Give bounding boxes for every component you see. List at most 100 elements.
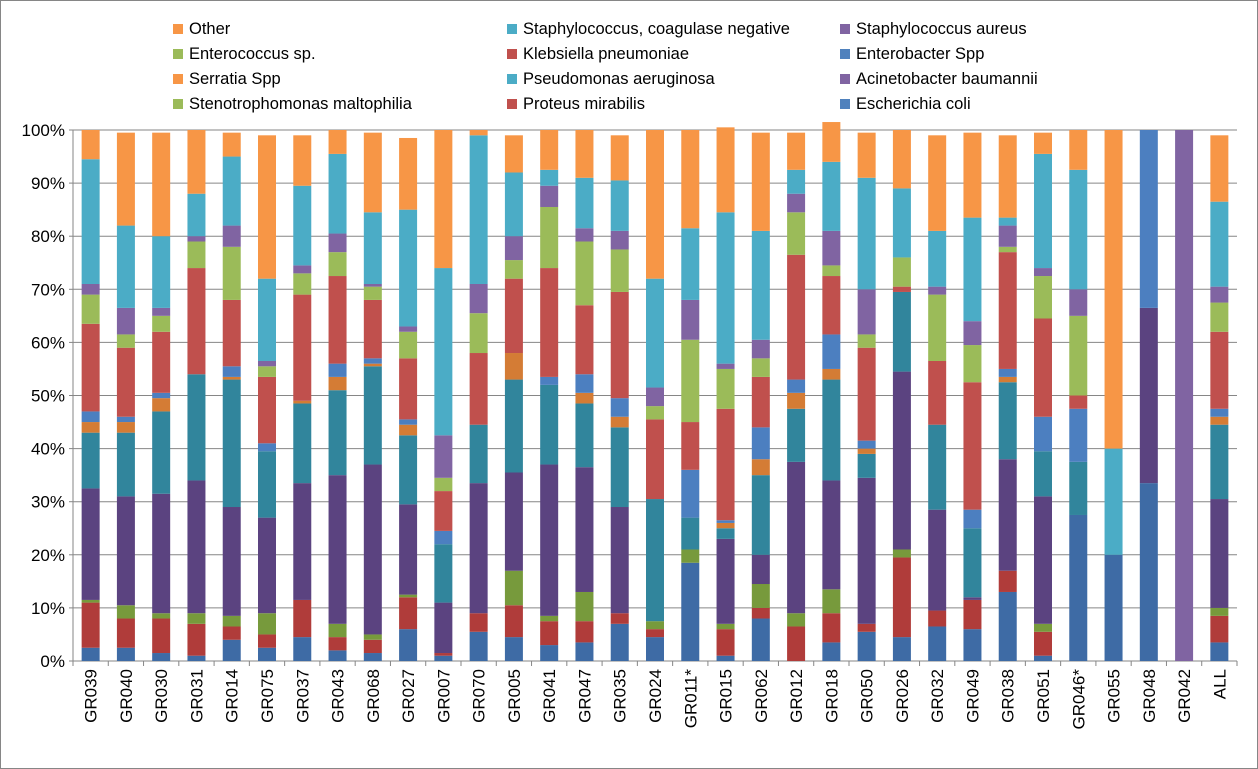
bar-segment-enterococcus-sp-gr037 <box>293 273 312 295</box>
bar-segment-acinetobacter-baumannii-gr012 <box>787 461 806 614</box>
bar-segment-other-gr015 <box>716 127 735 213</box>
bar-segment-enterobacter-spp-gr068 <box>363 358 382 364</box>
bar-segment-pseudomonas-aeruginosa-all <box>1210 424 1229 500</box>
bar-segment-other-gr047 <box>575 130 594 178</box>
bar-segment-acinetobacter-baumannii-gr026 <box>892 371 911 550</box>
bar-segment-serratia-spp-gr039 <box>81 422 100 433</box>
bar-segment-pseudomonas-aeruginosa-gr039 <box>81 432 100 489</box>
bar-segment-staphylococcus-aureus-gr030 <box>152 307 171 316</box>
bar-segment-proteus-mirabilis-gr027 <box>399 597 418 630</box>
y-tick-label: 100% <box>22 121 65 140</box>
x-tick-label: GR047 <box>575 669 594 723</box>
bar-segment-pseudomonas-aeruginosa-gr012 <box>787 408 806 462</box>
legend-swatch <box>840 74 850 84</box>
bar-segment-serratia-spp-gr068 <box>363 363 382 367</box>
bar-segment-serratia-spp-gr005 <box>504 353 523 380</box>
bar-segment-pseudomonas-aeruginosa-gr068 <box>363 366 382 465</box>
bar-segment-klebsiella-pneumoniae-gr005 <box>504 278 523 354</box>
bar-segment-pseudomonas-aeruginosa-gr051 <box>1034 451 1052 497</box>
bar-segment-klebsiella-pneumoniae-gr046 <box>1069 395 1088 409</box>
bar-segment-enterobacter-spp-gr049 <box>963 509 982 529</box>
x-tick-label: GR035 <box>611 669 630 723</box>
bar-segment-pseudomonas-aeruginosa-gr014 <box>222 379 241 508</box>
bar-segment-proteus-mirabilis-gr024 <box>646 629 664 638</box>
y-tick-label: 70% <box>31 280 65 299</box>
legend-item-pseudomonas-aeruginosa: Pseudomonas aeruginosa <box>507 68 715 90</box>
bar-segment-stenotrophomonas-maltophilia-gr047 <box>575 591 594 622</box>
bar-segment-stenotrophomonas-maltophilia-gr005 <box>504 570 523 606</box>
legend-item-klebsiella-pneumoniae: Klebsiella pneumoniae <box>507 43 689 65</box>
bar-segment-staphylococcus-coagulase-negative-gr032 <box>928 230 947 287</box>
bar-segment-serratia-spp-gr038 <box>998 376 1017 383</box>
bar-segment-serratia-spp-gr043 <box>328 376 347 391</box>
x-tick-label: GR018 <box>822 669 841 723</box>
bar-segment-staphylococcus-aureus-gr015 <box>716 363 735 369</box>
bar-segment-staphylococcus-coagulase-negative-gr068 <box>363 212 382 284</box>
bar-segment-escherichia-coli-gr011 <box>681 562 700 661</box>
bar-segment-staphylococcus-coagulase-negative-gr043 <box>328 153 347 234</box>
bar-segment-escherichia-coli-gr068 <box>363 653 382 661</box>
bar-segment-enterobacter-spp-gr030 <box>152 392 171 399</box>
bar-segment-proteus-mirabilis-gr035 <box>610 613 629 624</box>
bar-segment-escherichia-coli-gr014 <box>222 639 241 661</box>
bar-segment-staphylococcus-coagulase-negative-gr046 <box>1069 169 1088 290</box>
bar-segment-proteus-mirabilis-gr030 <box>152 618 171 654</box>
legend-swatch <box>840 49 850 59</box>
bar-segment-pseudomonas-aeruginosa-gr075 <box>258 451 276 518</box>
bar-segment-klebsiella-pneumoniae-gr050 <box>857 347 876 441</box>
bar-segment-escherichia-coli-gr051 <box>1034 655 1052 661</box>
bar-segment-other-gr011 <box>681 130 700 229</box>
y-tick-label: 80% <box>31 227 65 246</box>
bar-segment-klebsiella-pneumoniae-gr024 <box>646 419 664 500</box>
bar-segment-escherichia-coli-gr040 <box>116 647 135 661</box>
bar-segment-staphylococcus-aureus-all <box>1210 286 1229 303</box>
bar-segment-staphylococcus-aureus-gr024 <box>646 387 664 407</box>
bar-segment-stenotrophomonas-maltophilia-gr068 <box>363 634 382 640</box>
bar-segment-escherichia-coli-gr041 <box>540 645 559 661</box>
bar-segment-enterococcus-sp-gr012 <box>787 212 806 255</box>
bar-segment-escherichia-coli-gr031 <box>187 655 206 661</box>
x-tick-label: GR014 <box>223 669 242 723</box>
bar-segment-enterococcus-sp-gr007 <box>434 477 453 492</box>
x-tick-label: GR039 <box>82 669 101 723</box>
bar-segment-acinetobacter-baumannii-gr070 <box>469 483 488 614</box>
bar-segment-proteus-mirabilis-gr005 <box>504 605 523 638</box>
bar-segment-acinetobacter-baumannii-gr048 <box>1139 307 1158 484</box>
bar-segment-stenotrophomonas-maltophilia-gr051 <box>1034 623 1052 632</box>
bar-segment-enterobacter-spp-gr038 <box>998 368 1017 377</box>
legend-item-escherichia-coli: Escherichia coli <box>840 93 971 115</box>
bar-segment-enterobacter-spp-gr046 <box>1069 408 1088 462</box>
bar-segment-other-gr014 <box>222 132 241 157</box>
bar-segment-staphylococcus-aureus-gr011 <box>681 299 700 340</box>
bar-segment-pseudomonas-aeruginosa-gr062 <box>751 475 770 555</box>
bar-segment-staphylococcus-coagulase-negative-gr030 <box>152 236 171 308</box>
x-tick-label: GR062 <box>752 669 771 723</box>
bar-segment-enterobacter-spp-gr015 <box>716 520 735 523</box>
bar-segment-proteus-mirabilis-gr039 <box>81 602 100 648</box>
bar-segment-staphylococcus-coagulase-negative-gr018 <box>822 161 841 231</box>
legend-label: Enterobacter Spp <box>856 44 985 63</box>
bar-segment-enterobacter-spp-gr027 <box>399 419 418 425</box>
bar-segment-other-gr070 <box>469 130 488 136</box>
bar-segment-other-gr038 <box>998 135 1017 218</box>
legend-swatch <box>507 49 517 59</box>
bar-segment-proteus-mirabilis-gr050 <box>857 623 876 632</box>
x-tick-label: GR007 <box>434 669 453 723</box>
legend-swatch <box>507 99 517 109</box>
bar-segment-stenotrophomonas-maltophilia-gr041 <box>540 615 559 622</box>
bar-segment-pseudomonas-aeruginosa-gr027 <box>399 435 418 505</box>
legend-label: Escherichia coli <box>856 94 971 113</box>
bar-segment-staphylococcus-coagulase-negative-gr011 <box>681 228 700 300</box>
legend-swatch <box>507 24 517 34</box>
legend-item-proteus-mirabilis: Proteus mirabilis <box>507 93 645 115</box>
bar-segment-serratia-spp-gr050 <box>857 448 876 454</box>
bar-segment-enterobacter-spp-gr014 <box>222 366 241 377</box>
bar-segment-staphylococcus-aureus-gr051 <box>1034 268 1052 277</box>
legend-item-staphylococcus-coagulase-negative: Staphylococcus, coagulase negative <box>507 18 790 40</box>
bar-segment-pseudomonas-aeruginosa-gr035 <box>610 427 629 508</box>
bar-segment-escherichia-coli-gr005 <box>504 637 523 661</box>
bar-segment-staphylococcus-aureus-gr038 <box>998 225 1017 247</box>
bar-segment-staphylococcus-aureus-gr027 <box>399 326 418 332</box>
bar-segment-staphylococcus-coagulase-negative-gr075 <box>258 278 276 361</box>
bar-segment-staphylococcus-coagulase-negative-gr040 <box>116 225 135 308</box>
